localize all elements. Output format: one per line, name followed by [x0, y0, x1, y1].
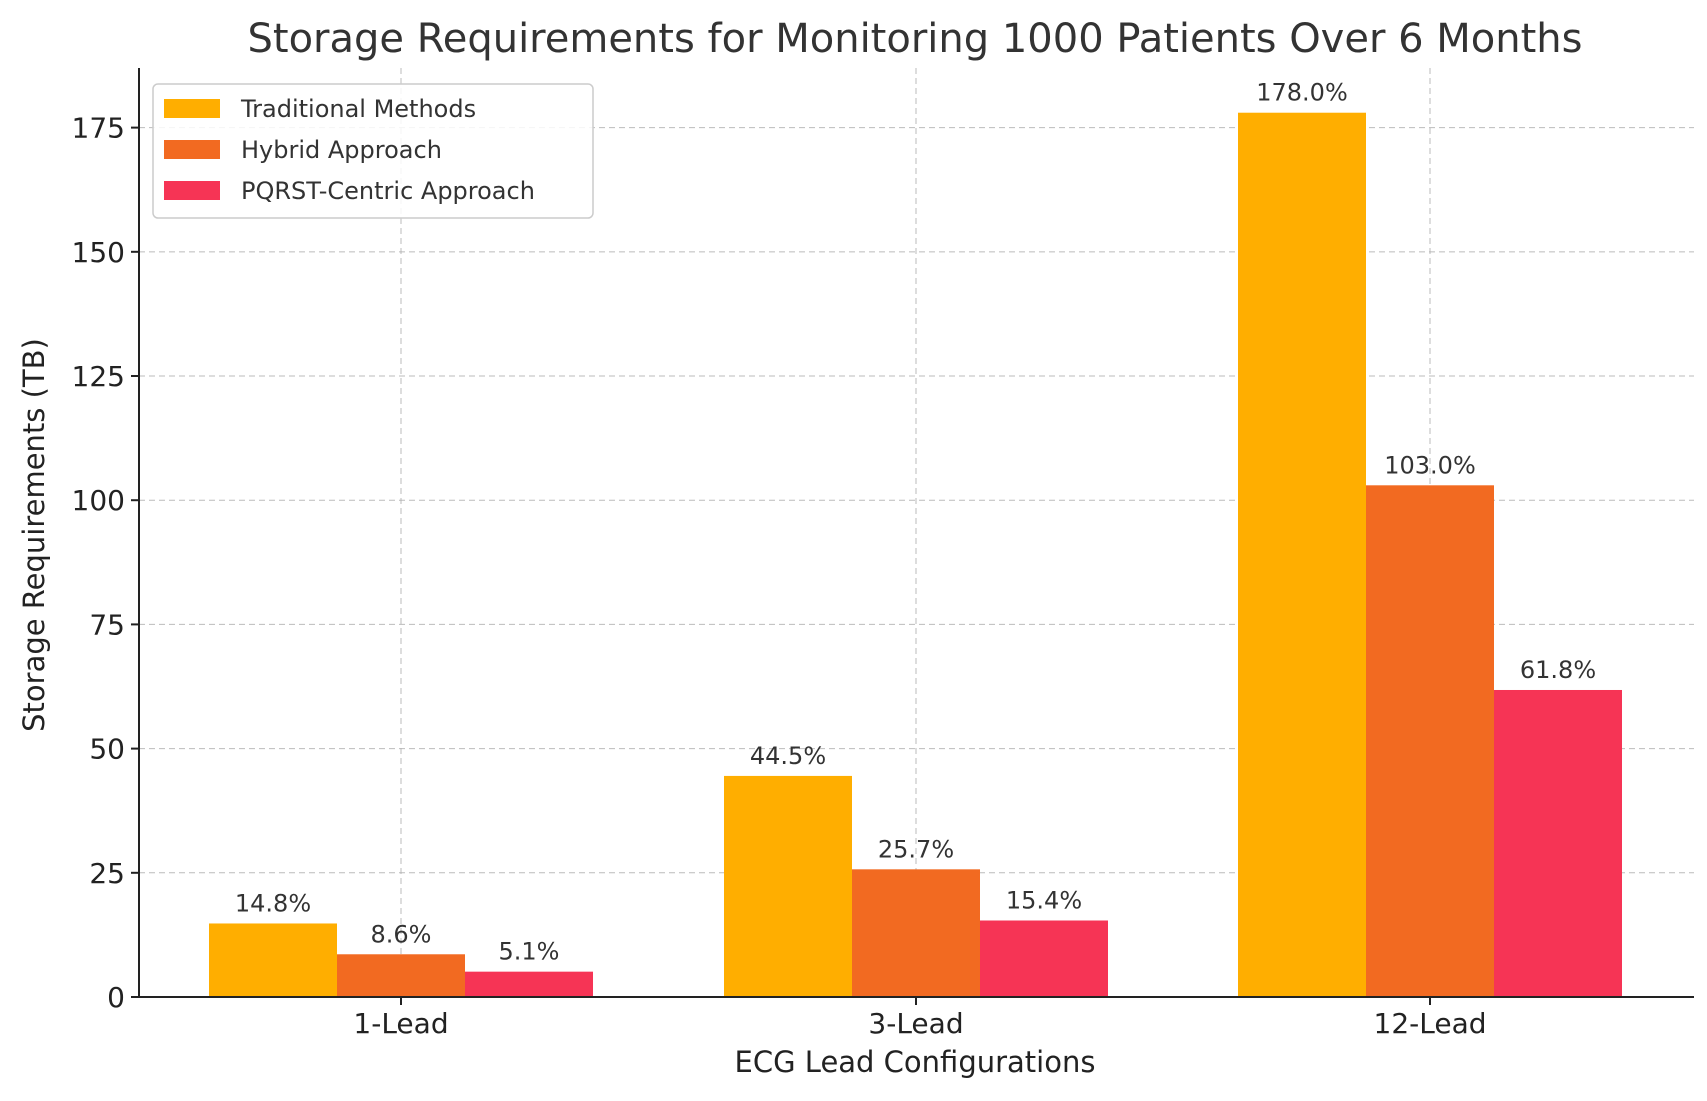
y-tick-label: 0: [107, 981, 125, 1014]
bar-12-lead-series-1: [1366, 485, 1494, 997]
data-label: 25.7%: [878, 835, 954, 863]
bar-3-lead-series-2: [980, 920, 1108, 997]
data-label: 5.1%: [499, 938, 560, 966]
data-label: 44.5%: [750, 742, 826, 770]
data-label: 61.8%: [1520, 656, 1596, 684]
bars: [209, 112, 1622, 997]
data-label: 178.0%: [1256, 79, 1348, 107]
x-axis-label: ECG Lead Configurations: [735, 1045, 1096, 1079]
y-tick-label: 100: [72, 484, 125, 517]
legend-swatch: [164, 140, 220, 159]
y-tick-label: 25: [89, 857, 125, 890]
legend-label: PQRST-Centric Approach: [241, 177, 535, 205]
bar-3-lead-series-1: [852, 869, 980, 997]
y-axis-label: Storage Requirements (TB): [17, 338, 51, 732]
bar-1-lead-series-0: [209, 923, 337, 997]
y-tick-label: 50: [89, 733, 125, 766]
x-tick-label: 3-Lead: [868, 1007, 963, 1040]
bar-1-lead-series-2: [465, 971, 593, 997]
x-tick-label: 1-Lead: [353, 1007, 448, 1040]
bar-12-lead-series-0: [1238, 112, 1366, 997]
y-tick-label: 150: [72, 236, 125, 269]
y-tick-label: 125: [72, 360, 125, 393]
bar-1-lead-series-1: [337, 954, 465, 997]
data-label: 103.0%: [1384, 451, 1476, 479]
legend-swatch: [164, 99, 220, 118]
legend-box: [152, 83, 594, 219]
bar-12-lead-series-2: [1494, 689, 1622, 997]
data-label: 14.8%: [235, 889, 311, 917]
legend-label: Hybrid Approach: [241, 136, 442, 164]
data-label: 8.6%: [371, 920, 432, 948]
chart-title: Storage Requirements for Monitoring 1000…: [248, 16, 1583, 62]
legend-label: Traditional Methods: [240, 95, 476, 123]
y-tick-label: 175: [72, 112, 125, 145]
axes: 0 25 50 75 100 125 150 175 1-Lead 3-Lead 12-Lead: [72, 68, 1694, 1040]
legend-swatch: [164, 181, 220, 200]
data-label: 15.4%: [1006, 886, 1082, 914]
data-labels: 14.8% 8.6% 5.1% 44.5% 25.7% 15.4% 178.0% 103.0%…: [235, 79, 1596, 966]
legend: Traditional Methods Hybrid Approach PQRST-…: [152, 83, 594, 219]
y-tick-label: 75: [89, 608, 125, 641]
x-tick-label: 12-Lead: [1374, 1007, 1487, 1040]
bar-3-lead-series-0: [724, 775, 852, 997]
